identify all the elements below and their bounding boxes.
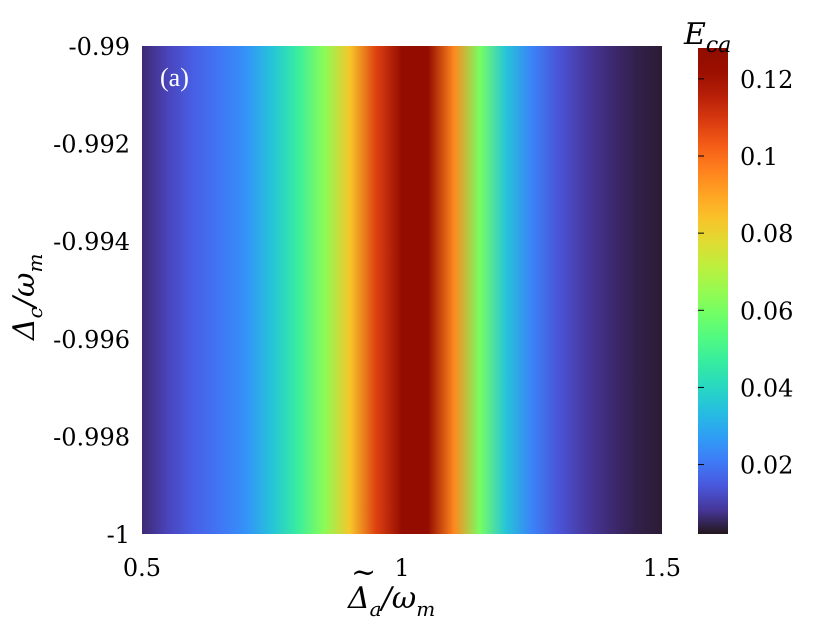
y-tick-label: -0.996 — [53, 326, 130, 354]
x-axis-label: Δa/ωm ~ — [347, 555, 435, 621]
svg-text:Δc/ωm: Δc/ωm — [7, 254, 47, 341]
colorbar-tick-label: 0.08 — [740, 220, 793, 248]
x-tick-label: 1.5 — [643, 554, 681, 582]
x-axis-ticks: 0.5 1 1.5 — [123, 554, 681, 582]
panel-label: (a) — [160, 63, 189, 92]
colorbar-tick-label: 0.02 — [740, 452, 793, 480]
colorbar-label: Eca — [683, 17, 731, 58]
y-tick-label: -0.998 — [53, 423, 130, 451]
colorbar-ticks: 0.02 0.04 0.06 0.08 0.1 0.12 — [698, 66, 793, 480]
svg-text:Eca: Eca — [683, 17, 731, 58]
x-tick-label: 1 — [394, 554, 409, 582]
heatmap-area — [142, 46, 662, 534]
y-tick-label: -1 — [107, 521, 130, 549]
y-axis-ticks: -0.99 -0.992 -0.994 -0.996 -0.998 -1 — [53, 33, 130, 549]
y-tick-label: -0.99 — [68, 33, 130, 61]
y-tick-label: -0.992 — [53, 131, 130, 159]
colorbar-tick-label: 0.04 — [740, 374, 793, 402]
colorbar-tick-label: 0.12 — [740, 66, 793, 94]
svg-text:~: ~ — [351, 555, 376, 590]
x-tick-label: 0.5 — [123, 554, 161, 582]
y-tick-label: -0.994 — [53, 228, 130, 256]
y-axis-label: Δc/ωm — [7, 254, 47, 341]
colorbar-tick-label: 0.06 — [740, 297, 793, 325]
colorbar-tick-label: 0.1 — [740, 143, 778, 171]
colorbar — [698, 48, 728, 534]
